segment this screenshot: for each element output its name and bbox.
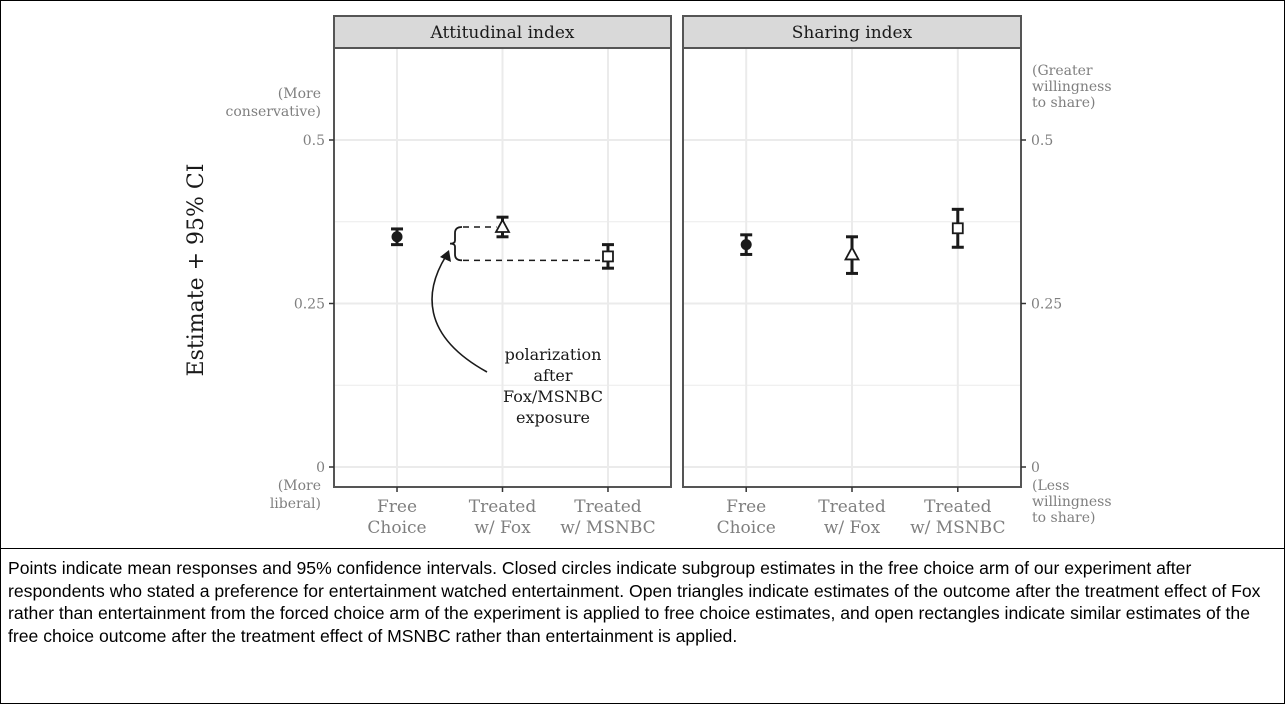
annotation-brace — [449, 226, 463, 262]
y-axis-title: Estimate + 95% CI — [184, 164, 209, 377]
facet-strip-title: Sharing index — [792, 23, 913, 43]
point-filled-circle — [740, 239, 752, 251]
y-axis-top-note: (More conservative) — [226, 86, 321, 120]
point-filled-circle — [391, 231, 403, 243]
y-tick-label: 0.5 — [303, 133, 325, 149]
annotation-arrow-curve — [431, 255, 488, 373]
y-axis-bottom-note: (Less willingness to share) — [1032, 478, 1112, 526]
facet-strip — [682, 15, 1022, 49]
y-tick-label-secondary: 0.5 — [1031, 133, 1053, 149]
y-tick-label-secondary: 0 — [1031, 460, 1040, 476]
point-open-triangle — [843, 245, 861, 261]
panel-1: Sharing index Free Choice Treated w/ Fox Trea… — [682, 15, 1112, 538]
y-tick-label-secondary: 0.25 — [1031, 297, 1062, 313]
y-tick-label: 0 — [316, 460, 325, 476]
point-open-triangle — [494, 218, 511, 233]
y-axis-top-note: (Greater willingness to share) — [1032, 63, 1112, 111]
figure-caption: Points indicate mean responses and 95% c… — [8, 558, 1261, 646]
facet-strip-title: Attitudinal index — [429, 23, 574, 43]
y-axis-bottom-note: (More liberal) — [270, 478, 321, 512]
x-tick-label: Treated w/ Fox — [818, 497, 886, 538]
x-tick-label: Treated w/ MSNBC — [560, 497, 655, 538]
x-tick-label: Treated w/ MSNBC — [910, 497, 1005, 538]
x-tick-label: Treated w/ Fox — [469, 497, 537, 538]
caption-divider — [0, 548, 1285, 549]
x-tick-label: Free Choice — [717, 497, 776, 538]
point-open-square — [602, 250, 614, 263]
point-open-square — [951, 222, 964, 235]
y-axis-title-group: Estimate + 95% CI — [184, 164, 209, 377]
annotation-text: polarization after Fox/MSNBC exposure — [503, 345, 603, 427]
x-tick-label: Free Choice — [367, 497, 426, 538]
y-tick-label: 0.25 — [294, 297, 325, 313]
panel-0: Attitudinal index Free Choice Treated w/ Fox… — [226, 15, 672, 538]
facet-strip — [333, 15, 672, 49]
faceted-chart: Estimate + 95% CI Attitudinal index Free C… — [184, 15, 1112, 538]
annotation-arrowhead — [440, 250, 451, 262]
